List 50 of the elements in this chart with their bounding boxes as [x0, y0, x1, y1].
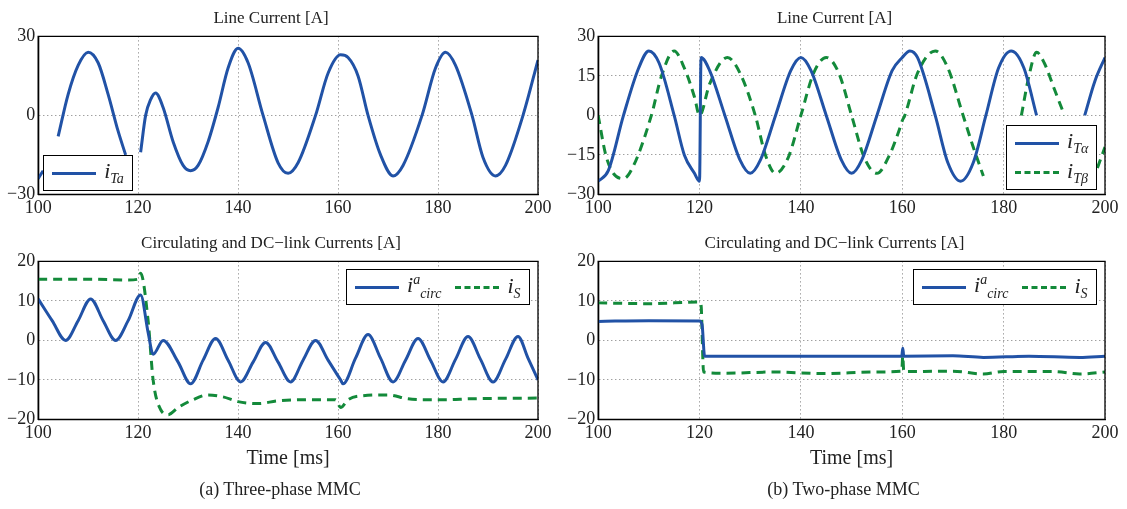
y-tick-label: 30 [17, 25, 36, 46]
y-tick-label: 10 [577, 289, 596, 310]
x-tick-label: 120 [686, 196, 714, 217]
y-tick-label: 20 [577, 250, 596, 271]
y-tick-label: 0 [586, 329, 596, 350]
chart-title: Circulating and DC−link Currents [A] [141, 232, 401, 252]
legend-label: i$_{Ta}$ [104, 158, 124, 188]
x-tick-label: 160 [888, 421, 916, 442]
x-tick-label: 200 [524, 196, 552, 217]
x-tick-label: 180 [990, 196, 1018, 217]
line-series [598, 300, 1105, 376]
x-tick-label: 180 [424, 421, 452, 442]
x-tick-label: 200 [1091, 196, 1119, 217]
legend-label: i$_{S}$ [507, 272, 521, 302]
x-tick-label: 120 [124, 421, 152, 442]
text: (b) Two-phase MMC [766, 479, 921, 500]
legend-label: i$_{S}$ [1074, 272, 1088, 302]
x-tick-label: 160 [888, 196, 916, 217]
x-tick-label: 160 [324, 421, 352, 442]
y-tick-label: −10 [567, 368, 596, 389]
y-tick-label: −15 [567, 143, 596, 164]
x-tick-label: 180 [424, 196, 452, 217]
y-tick-label: 20 [17, 250, 36, 271]
x-tick-label: 180 [990, 421, 1018, 442]
y-tick-label: 0 [586, 104, 596, 125]
x-tick-label: 200 [1091, 421, 1119, 442]
x-axis-title: Time [ms] [246, 446, 330, 469]
legend-label: i$_{Tα}$ [1067, 128, 1089, 158]
y-tick-label: 15 [577, 64, 596, 85]
x-tick-label: 140 [224, 421, 252, 442]
line-series [38, 271, 538, 417]
x-tick-label: 140 [787, 196, 815, 217]
chart-title: Circulating and DC−link Currents [A] [704, 232, 965, 252]
chart-title: Line Current [A] [213, 7, 329, 27]
text: (a) Three-phase MMC [198, 479, 362, 500]
y-tick-label: 10 [17, 289, 36, 310]
y-tick-label: 30 [577, 25, 596, 46]
x-tick-label: 140 [787, 421, 815, 442]
y-tick-label: −10 [7, 368, 36, 389]
x-tick-label: 200 [524, 421, 552, 442]
x-tick-label: 160 [324, 196, 352, 217]
x-tick-label: 120 [124, 196, 152, 217]
line-series [598, 319, 1105, 359]
x-axis-title: Time [ms] [809, 446, 894, 469]
x-tick-label: 140 [224, 196, 252, 217]
chart-title: Line Current [A] [776, 7, 893, 27]
legend-label: i$_{Tβ}$ [1067, 157, 1088, 188]
y-tick-label: 0 [26, 329, 36, 350]
y-tick-label: 0 [26, 104, 36, 125]
x-tick-label: 120 [686, 421, 714, 442]
